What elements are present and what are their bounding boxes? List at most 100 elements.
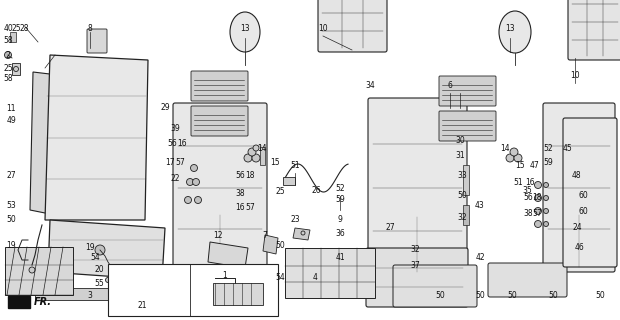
Text: 34: 34 <box>365 81 375 90</box>
Text: 57: 57 <box>175 157 185 166</box>
Circle shape <box>534 207 541 214</box>
Text: 48: 48 <box>571 171 581 180</box>
Text: 43: 43 <box>475 201 485 210</box>
Text: 45: 45 <box>563 143 573 153</box>
FancyBboxPatch shape <box>488 263 567 297</box>
Text: 6: 6 <box>448 81 453 90</box>
Text: 58: 58 <box>3 74 13 83</box>
Text: 32: 32 <box>410 245 420 254</box>
Text: 21: 21 <box>137 300 147 309</box>
Polygon shape <box>45 55 148 220</box>
Circle shape <box>244 154 252 162</box>
Text: 50: 50 <box>475 291 485 300</box>
Text: 60: 60 <box>578 190 588 199</box>
Text: 33: 33 <box>457 171 467 180</box>
Text: 23: 23 <box>290 215 300 225</box>
Bar <box>463 165 469 195</box>
Circle shape <box>534 195 541 202</box>
FancyBboxPatch shape <box>543 103 615 272</box>
Text: 52: 52 <box>543 143 553 153</box>
Text: 57: 57 <box>532 209 542 218</box>
Circle shape <box>14 67 19 71</box>
Text: 10: 10 <box>570 70 580 79</box>
Text: 54: 54 <box>275 274 285 283</box>
FancyBboxPatch shape <box>87 29 107 53</box>
Text: 16: 16 <box>177 139 187 148</box>
Circle shape <box>544 221 549 227</box>
Text: 9: 9 <box>337 215 342 225</box>
Circle shape <box>143 285 157 299</box>
Text: 50: 50 <box>507 291 517 300</box>
Text: 59: 59 <box>335 196 345 204</box>
Text: 46: 46 <box>575 244 585 252</box>
Bar <box>285 248 375 298</box>
Text: 17: 17 <box>165 157 175 166</box>
Circle shape <box>192 179 200 186</box>
Text: 50: 50 <box>435 291 445 300</box>
Text: 47: 47 <box>530 161 540 170</box>
FancyBboxPatch shape <box>568 0 620 60</box>
Text: 58: 58 <box>3 36 13 44</box>
Text: 38: 38 <box>523 209 533 218</box>
Polygon shape <box>30 72 58 215</box>
FancyBboxPatch shape <box>393 265 477 307</box>
Text: 42: 42 <box>475 253 485 262</box>
Circle shape <box>534 181 541 188</box>
Text: 25: 25 <box>3 63 13 73</box>
Circle shape <box>534 220 541 228</box>
Circle shape <box>514 154 522 162</box>
Text: 60: 60 <box>578 207 588 217</box>
Circle shape <box>105 277 110 283</box>
Text: 50: 50 <box>6 215 16 225</box>
Text: 16: 16 <box>525 178 535 187</box>
Circle shape <box>195 196 202 204</box>
Text: 1: 1 <box>223 270 228 279</box>
Bar <box>260 147 265 165</box>
Text: 49: 49 <box>6 116 16 124</box>
Circle shape <box>95 245 105 255</box>
Text: 51: 51 <box>290 161 300 170</box>
Text: 55: 55 <box>94 278 104 287</box>
Text: 4: 4 <box>312 274 317 283</box>
Text: 36: 36 <box>335 228 345 237</box>
Circle shape <box>506 154 514 162</box>
Text: 7: 7 <box>262 230 267 239</box>
Circle shape <box>510 148 518 156</box>
Text: 54: 54 <box>90 253 100 262</box>
Text: 20: 20 <box>94 266 104 275</box>
FancyBboxPatch shape <box>191 71 248 101</box>
FancyBboxPatch shape <box>439 111 496 141</box>
Text: 30: 30 <box>455 135 465 145</box>
Text: 50: 50 <box>457 190 467 199</box>
Text: 27: 27 <box>385 223 395 233</box>
Text: 18: 18 <box>246 171 255 180</box>
Text: 50: 50 <box>548 291 558 300</box>
Text: 19: 19 <box>6 241 16 250</box>
Bar <box>12 63 20 75</box>
Text: 56: 56 <box>235 171 245 180</box>
FancyBboxPatch shape <box>563 118 617 267</box>
FancyBboxPatch shape <box>173 103 267 272</box>
Bar <box>10 32 16 42</box>
Text: 29: 29 <box>160 102 170 111</box>
Text: 25: 25 <box>275 188 285 196</box>
FancyBboxPatch shape <box>439 76 496 106</box>
Text: 32: 32 <box>457 213 467 222</box>
Circle shape <box>253 145 259 151</box>
FancyBboxPatch shape <box>191 106 248 136</box>
Ellipse shape <box>499 11 531 53</box>
Text: 52: 52 <box>335 183 345 193</box>
Text: 50: 50 <box>275 241 285 250</box>
Text: 56: 56 <box>523 193 533 202</box>
Polygon shape <box>48 220 165 280</box>
Text: 3: 3 <box>87 292 92 300</box>
Text: 2: 2 <box>6 51 11 60</box>
Text: 40: 40 <box>3 23 13 33</box>
Bar <box>213 283 263 305</box>
Circle shape <box>187 179 193 186</box>
Text: 14: 14 <box>500 143 510 153</box>
Circle shape <box>544 182 549 188</box>
Text: 12: 12 <box>213 230 223 239</box>
Text: 26: 26 <box>311 186 321 195</box>
Circle shape <box>29 267 35 273</box>
